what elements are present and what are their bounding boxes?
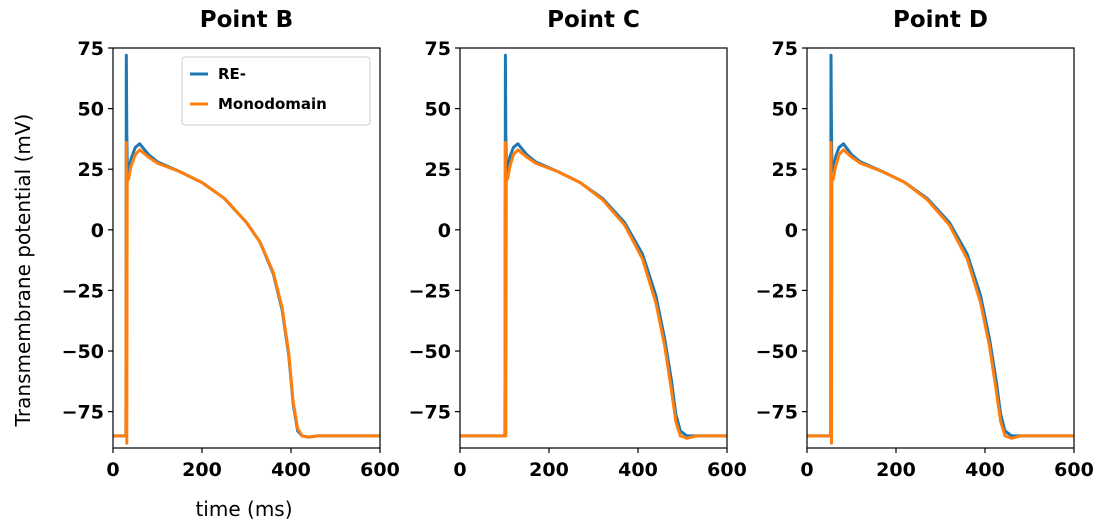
legend-label: RE- (218, 65, 246, 83)
legend-box (181, 56, 371, 126)
y-tick-label: −75 (756, 402, 798, 424)
series-line-monodomain (113, 141, 380, 445)
plot-frame (112, 47, 381, 449)
x-tick-label: 600 (1054, 459, 1094, 481)
y-axis-label: Transmembrane potential (mV) (11, 114, 35, 428)
y-tick-label: 75 (78, 38, 104, 60)
series-line-monodomain (807, 141, 1074, 445)
y-tick-label: 75 (772, 38, 798, 60)
y-tick-label: 25 (425, 159, 451, 181)
y-tick-label: 25 (772, 159, 798, 181)
y-tick-label: −25 (756, 280, 798, 302)
y-tick-label: −50 (409, 341, 451, 363)
y-tick-label: −50 (756, 341, 798, 363)
y-tick-label: 25 (78, 159, 104, 181)
panel-title: Point B (200, 7, 293, 33)
y-tick-label: 0 (438, 220, 451, 242)
x-tick-label: 600 (360, 459, 400, 481)
x-tick-label: 400 (618, 459, 658, 481)
panel-title: Point C (547, 7, 640, 33)
plot-frame (806, 47, 1075, 449)
y-tick-label: −25 (62, 280, 104, 302)
y-tick-label: 50 (772, 99, 798, 121)
y-tick-label: 0 (91, 220, 104, 242)
y-tick-label: 0 (785, 220, 798, 242)
panel-title: Point D (893, 7, 988, 33)
series-line-re (807, 53, 1074, 438)
series-line-re (460, 53, 727, 438)
x-tick-label: 200 (182, 459, 222, 481)
series-line-monodomain (460, 141, 727, 440)
panel-3: Point D 0 200 400 600 75 50 25 0 −25 −50 −75 (756, 7, 1094, 481)
y-tick-label: −25 (409, 280, 451, 302)
legend: RE- Monodomain (181, 56, 371, 126)
legend-label: Monodomain (218, 95, 327, 113)
x-tick-label: 0 (453, 459, 466, 481)
y-tick-label: −75 (409, 402, 451, 424)
y-tick-label: 75 (425, 38, 451, 60)
x-axis-label: time (ms) (195, 497, 292, 521)
x-tick-label: 0 (106, 459, 119, 481)
y-tick-label: −50 (62, 341, 104, 363)
x-tick-label: 0 (800, 459, 813, 481)
panels: Point B 0 200 400 600 75 50 25 0 −25 −50 −75 RE- Mono… (62, 7, 1094, 481)
x-tick-label: 200 (529, 459, 569, 481)
x-tick-label: 400 (271, 459, 311, 481)
x-tick-label: 200 (876, 459, 916, 481)
panel-2: Point C 0 200 400 600 75 50 25 0 −25 −50 −75 (409, 7, 747, 481)
x-tick-label: 600 (707, 459, 747, 481)
plot-frame (459, 47, 728, 449)
panel-1: Point B 0 200 400 600 75 50 25 0 −25 −50 −75 RE- Mono… (62, 7, 400, 481)
y-tick-label: 50 (78, 99, 104, 121)
y-tick-label: 50 (425, 99, 451, 121)
y-tick-label: −75 (62, 402, 104, 424)
x-tick-label: 400 (965, 459, 1005, 481)
